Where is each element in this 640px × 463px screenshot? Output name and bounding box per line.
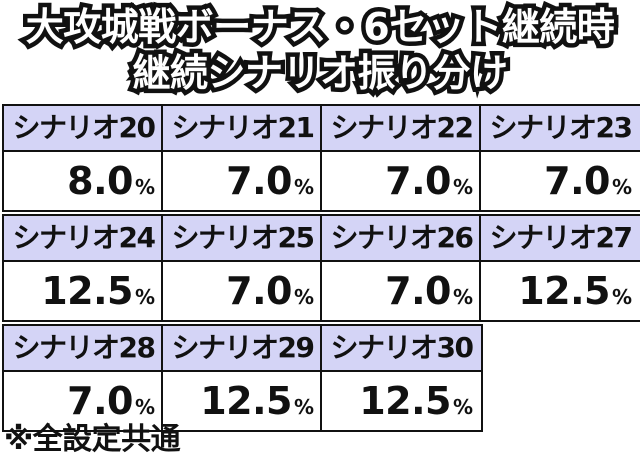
scenario-value-cell: 7.0% — [161, 150, 324, 212]
scenario-value-cell: 7.0% — [320, 260, 483, 322]
scenario-label: シナリオ28 — [2, 324, 165, 372]
scenario-value-cell: 7.0% — [2, 370, 165, 432]
scenario-percentage: 12.5 — [200, 379, 292, 423]
scenario-value-cell: 12.5% — [2, 260, 165, 322]
scenario-label: シナリオ25 — [161, 214, 324, 262]
percent-sign: % — [611, 285, 632, 309]
scenario-percentage: 7.0 — [226, 159, 292, 203]
scenario-label: シナリオ23 — [479, 104, 640, 152]
scenario-percentage: 7.0 — [67, 379, 133, 423]
scenario-value-cell: 7.0% — [479, 150, 640, 212]
percent-sign: % — [452, 285, 473, 309]
title-line-2: 継続シナリオ振り分け — [128, 47, 513, 100]
percent-sign: % — [452, 175, 473, 199]
scenario-value-cell: 12.5% — [320, 370, 483, 432]
scenario-percentage: 12.5 — [359, 379, 451, 423]
percent-sign: % — [134, 395, 155, 419]
scenario-label: シナリオ24 — [2, 214, 165, 262]
percent-sign: % — [293, 395, 314, 419]
percent-sign: % — [293, 175, 314, 199]
scenario-percentage: 7.0 — [385, 269, 451, 313]
scenario-percentage: 7.0 — [385, 159, 451, 203]
scenario-label: シナリオ22 — [320, 104, 483, 152]
scenario-percentage: 12.5 — [518, 269, 610, 313]
scenario-label: シナリオ21 — [161, 104, 324, 152]
scenario-value-cell: 12.5% — [479, 260, 640, 322]
scenario-table: シナリオ20 8.0% シナリオ21 7.0% シナリオ22 7.0% シナリオ23 7.0%… — [2, 104, 640, 440]
percent-sign: % — [134, 285, 155, 309]
scenario-label: シナリオ30 — [320, 324, 483, 372]
scenario-value-cell: 12.5% — [161, 370, 324, 432]
title-line-1: 大攻城戦ボーナス・6セット継続時 — [21, 1, 619, 54]
footnote: ※全設定共通 — [4, 422, 181, 457]
title-block: 大攻城戦ボーナス・6セット継続時 継続シナリオ振り分け — [0, 0, 640, 100]
scenario-value-cell: 7.0% — [161, 260, 324, 322]
scenario-value-cell: 8.0% — [2, 150, 165, 212]
scenario-label: シナリオ27 — [479, 214, 640, 262]
scenario-label: シナリオ26 — [320, 214, 483, 262]
scenario-label: シナリオ20 — [2, 104, 165, 152]
percent-sign: % — [134, 175, 155, 199]
scenario-percentage: 7.0 — [226, 269, 292, 313]
percent-sign: % — [293, 285, 314, 309]
scenario-percentage: 7.0 — [544, 159, 610, 203]
scenario-percentage: 8.0 — [67, 159, 133, 203]
scenario-label: シナリオ29 — [161, 324, 324, 372]
scenario-value-cell: 7.0% — [320, 150, 483, 212]
percent-sign: % — [611, 175, 632, 199]
percent-sign: % — [452, 395, 473, 419]
scenario-percentage: 12.5 — [41, 269, 133, 313]
